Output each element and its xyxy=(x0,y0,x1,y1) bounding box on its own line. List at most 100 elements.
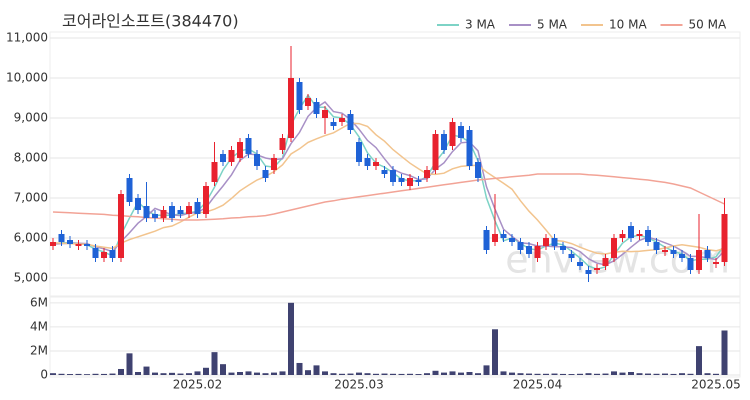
volume-bar xyxy=(169,372,175,375)
candle-body xyxy=(653,242,660,250)
candle-body xyxy=(271,158,277,170)
volume-bar xyxy=(390,373,396,375)
candle-body xyxy=(407,178,413,186)
volume-bar xyxy=(398,373,405,375)
volume-bar xyxy=(585,373,592,375)
volume-bar xyxy=(228,372,235,375)
y-tick-label: 10,000 xyxy=(6,71,48,85)
candle-body xyxy=(492,234,498,242)
volume-bar xyxy=(160,373,167,375)
candle-body xyxy=(203,186,209,214)
volume-bar xyxy=(670,373,677,375)
candle-body xyxy=(415,180,422,182)
volume-bar xyxy=(279,371,286,375)
candle-body xyxy=(645,230,651,242)
volume-bar xyxy=(194,371,201,375)
candle-body xyxy=(500,234,507,238)
candle-body xyxy=(466,130,473,166)
y-tick-label: 7,000 xyxy=(14,191,48,205)
volume-bar xyxy=(67,374,73,375)
volume-bar xyxy=(415,374,422,375)
x-tick-label: 2025.04 xyxy=(513,378,563,392)
volume-bar xyxy=(373,373,379,375)
candle-body xyxy=(169,206,175,218)
volume-bar xyxy=(594,373,600,375)
volume-bar xyxy=(50,373,56,375)
candle-body xyxy=(177,210,184,214)
volume-bar xyxy=(543,373,549,375)
candle-body xyxy=(458,126,464,138)
candle-body xyxy=(373,162,379,166)
y-tick-label: 8,000 xyxy=(14,151,48,165)
candle-body xyxy=(449,122,456,146)
volume-bar xyxy=(296,362,303,375)
volume-bar xyxy=(662,373,668,375)
volume-bar xyxy=(679,373,685,375)
candle-body xyxy=(194,202,201,214)
candle-body xyxy=(143,206,150,218)
volume-bar xyxy=(330,373,337,375)
volume-bar xyxy=(577,373,583,375)
candle-body xyxy=(305,98,311,106)
candle-body xyxy=(126,178,133,202)
volume-bar xyxy=(75,373,82,375)
y-tick-label: 6,000 xyxy=(14,231,48,245)
candle-body xyxy=(50,242,56,246)
candle-body xyxy=(602,258,609,266)
volume-bar xyxy=(203,367,209,375)
candle-body xyxy=(339,118,345,122)
candle-body xyxy=(322,110,328,118)
candle-body xyxy=(288,78,294,138)
candle-body xyxy=(432,134,439,170)
legend-label: 5 MA xyxy=(537,18,568,32)
candle-body xyxy=(568,254,575,258)
candle-body xyxy=(237,142,243,158)
candle-body xyxy=(721,214,728,262)
y-tick-label: 11,000 xyxy=(6,31,48,45)
candle-body xyxy=(619,234,626,238)
volume-bar xyxy=(475,373,481,375)
candle-body xyxy=(679,254,685,258)
candle-body xyxy=(585,270,592,274)
volume-bar xyxy=(237,371,243,375)
volume-bar xyxy=(186,373,192,375)
x-tick-label: 2025.02 xyxy=(173,378,223,392)
candle-body xyxy=(628,226,634,238)
candle-body xyxy=(662,250,668,252)
candle-body xyxy=(92,248,99,258)
volume-bar xyxy=(509,372,515,375)
candle-body xyxy=(526,246,532,254)
volume-bar xyxy=(653,373,660,375)
candle-body xyxy=(551,238,558,246)
volume-bar xyxy=(126,353,133,375)
candle-body xyxy=(313,102,320,114)
candle-body xyxy=(441,134,447,150)
volume-bar xyxy=(687,373,694,375)
volume-bar xyxy=(424,373,430,375)
candle-body xyxy=(713,262,719,264)
candle-body xyxy=(534,246,541,258)
legend-label: 50 MA xyxy=(689,18,727,32)
volume-bar xyxy=(381,373,388,375)
y-tick-label: 2M xyxy=(30,343,48,357)
volume-bar xyxy=(526,373,532,375)
candle-body xyxy=(611,238,617,258)
volume-bar xyxy=(628,371,634,375)
volume-bar xyxy=(288,302,294,375)
candle-body xyxy=(517,242,524,250)
candle-body xyxy=(424,170,430,178)
candle-body xyxy=(704,250,711,258)
chart-title: 코어라인소프트(384470) xyxy=(62,12,239,31)
candle-body xyxy=(84,244,90,246)
volume-bar xyxy=(721,330,728,375)
volume-bar xyxy=(109,373,116,375)
volume-bar xyxy=(84,374,90,375)
volume-bar xyxy=(305,370,311,375)
candle-body xyxy=(160,210,167,218)
volume-bar xyxy=(619,372,626,375)
candle-body xyxy=(696,250,702,270)
volume-bar xyxy=(143,366,150,375)
volume-bar xyxy=(135,371,141,375)
y-tick-label: 9,000 xyxy=(14,111,48,125)
candle-body xyxy=(356,142,362,162)
